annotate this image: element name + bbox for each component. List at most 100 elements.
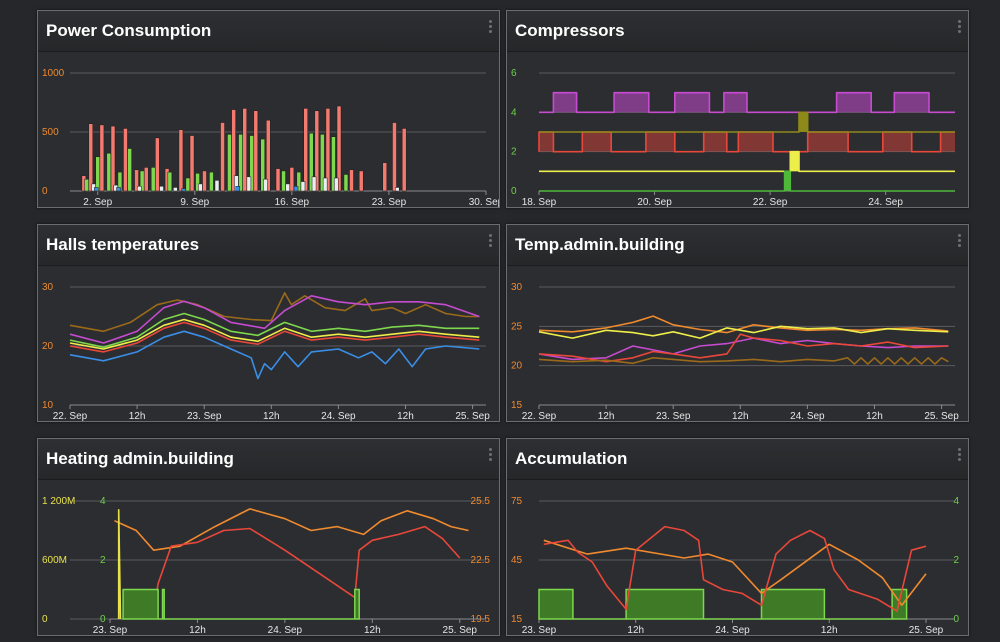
y-tick-label: 0	[511, 186, 517, 197]
x-tick-label: 24. Sep	[268, 625, 303, 635]
x-tick-label: 12h	[364, 625, 381, 635]
x-tick-label: 12h	[627, 625, 644, 635]
compressor-green-block	[784, 171, 791, 191]
panel-menu-icon[interactable]	[956, 20, 962, 36]
panel-title: Halls temperatures	[46, 235, 200, 254]
bar	[178, 129, 184, 192]
bar	[242, 108, 247, 192]
bar	[289, 167, 295, 192]
bar	[99, 124, 105, 192]
y-tick-label: 2	[953, 555, 959, 566]
heating-series-line	[122, 588, 360, 620]
bar	[401, 128, 407, 192]
temperature-series-line	[538, 337, 949, 361]
y-tick-label: 2	[100, 555, 106, 566]
bar	[84, 178, 89, 192]
panel-menu-icon[interactable]	[487, 448, 493, 464]
halls-temperatures-chart: 10 20 30 22. Sep 12h 23. Sep 12h 24. Sep 12h 25. …	[42, 282, 490, 421]
temperature-series-line	[538, 325, 949, 339]
y-tick-label: 500	[42, 127, 59, 138]
bar	[266, 119, 271, 192]
x-tick-label: 12h	[821, 625, 838, 635]
y-tick-label: 20	[511, 361, 523, 372]
panel-header: Heating admin.building	[38, 439, 499, 480]
y-tick-label: 25	[511, 321, 523, 332]
bar	[150, 167, 156, 192]
x-tick-label: 25. Sep	[909, 625, 944, 635]
temperature-series-line	[69, 312, 480, 348]
x-tick-label: 12h	[598, 411, 615, 421]
x-tick-label: 12h	[129, 411, 146, 421]
bar	[94, 187, 99, 192]
x-tick-label: 12h	[263, 411, 280, 421]
x-tick-label: 20. Sep	[637, 197, 672, 207]
panel-menu-icon[interactable]	[956, 448, 962, 464]
y-tick-label: 0	[42, 614, 48, 625]
temperature-series-line	[538, 315, 949, 334]
accumulation-series-line	[543, 525, 927, 612]
x-tick-label: 23. Sep	[522, 625, 557, 635]
y-tick-label: 0	[100, 614, 106, 625]
bar	[314, 110, 320, 192]
bar	[349, 169, 354, 192]
x-tick-label: 12h	[866, 411, 883, 421]
panel-header: Compressors	[507, 11, 968, 52]
bar	[333, 177, 339, 192]
bar	[139, 170, 145, 192]
bar	[88, 123, 94, 192]
y-tick-label: 0	[42, 186, 48, 197]
y-tick-label: 1000	[42, 68, 65, 79]
bar	[260, 138, 265, 192]
power-consumption-panel: Power Consumption 0 500 1000 2. Sep 9. Sep 16…	[37, 10, 500, 208]
y-tick-label: 600M	[42, 555, 67, 566]
bar	[395, 187, 400, 192]
temperature-series-line	[538, 357, 949, 365]
compressors-panel: Compressors 0 2 4 6 18. Sep 20. Sep 22. Sep 24.…	[506, 10, 969, 208]
bar	[293, 186, 299, 192]
accumulation-series-line	[538, 588, 908, 620]
y-tick-label: 0	[953, 614, 959, 625]
compressor-yellow-block	[790, 151, 799, 172]
x-tick-label: 23. Sep	[93, 625, 128, 635]
heating-admin-building-panel: Heating admin.building 0 600M 1 200M 0 2 4 19.…	[37, 438, 500, 636]
x-tick-label: 25. Sep	[443, 625, 478, 635]
y-tick-label: 15	[511, 614, 523, 625]
panel-title: Heating admin.building	[46, 449, 234, 468]
panel-header: Power Consumption	[38, 11, 499, 52]
bar	[382, 162, 388, 192]
x-tick-label: 25. Sep	[924, 411, 959, 421]
panel-menu-icon[interactable]	[487, 20, 493, 36]
bar	[185, 177, 191, 192]
y-tick-label: 4	[511, 107, 517, 118]
panel-menu-icon[interactable]	[956, 234, 962, 250]
accumulation-series-line	[543, 539, 927, 606]
temperature-series-line	[69, 321, 480, 353]
y-tick-label: 22.5	[471, 555, 491, 566]
x-tick-label: 25. Sep	[455, 411, 490, 421]
panel-menu-icon[interactable]	[487, 234, 493, 250]
y-tick-label: 30	[511, 282, 523, 293]
x-tick-label: 24. Sep	[868, 197, 903, 207]
halls-temperatures-panel: Halls temperatures 10 20 30 22. Sep 12h 23. S…	[37, 224, 500, 422]
temperature-series-line	[69, 330, 480, 380]
compressor-series-line	[539, 111, 955, 133]
x-tick-label: 16. Sep	[275, 197, 310, 207]
bar	[309, 132, 314, 192]
x-tick-label: 9. Sep	[180, 197, 209, 207]
bar	[167, 171, 173, 192]
panel-header: Halls temperatures	[38, 225, 499, 266]
panel-title: Temp.admin.building	[515, 235, 685, 254]
bar	[198, 183, 203, 192]
temp-admin-building-panel: Temp.admin.building 15 20 25 30 22. Sep 12h 23…	[506, 224, 969, 422]
bar	[275, 168, 281, 192]
bar	[159, 186, 164, 192]
y-tick-label: 75	[511, 496, 523, 507]
panel-header: Accumulation	[507, 439, 968, 480]
y-tick-label: 45	[511, 555, 523, 566]
power-consumption-chart: 0 500 1000 2. Sep 9. Sep 16. Sep 23. Sep 30. Se…	[42, 68, 499, 207]
temp-admin-building-chart: 15 20 25 30 22. Sep 12h 23. Sep 12h 24. Sep 12h 25…	[511, 282, 959, 421]
x-tick-label: 24. Sep	[321, 411, 356, 421]
bar	[325, 108, 331, 192]
x-tick-label: 2. Sep	[83, 197, 112, 207]
compressor-series-line	[539, 170, 955, 192]
